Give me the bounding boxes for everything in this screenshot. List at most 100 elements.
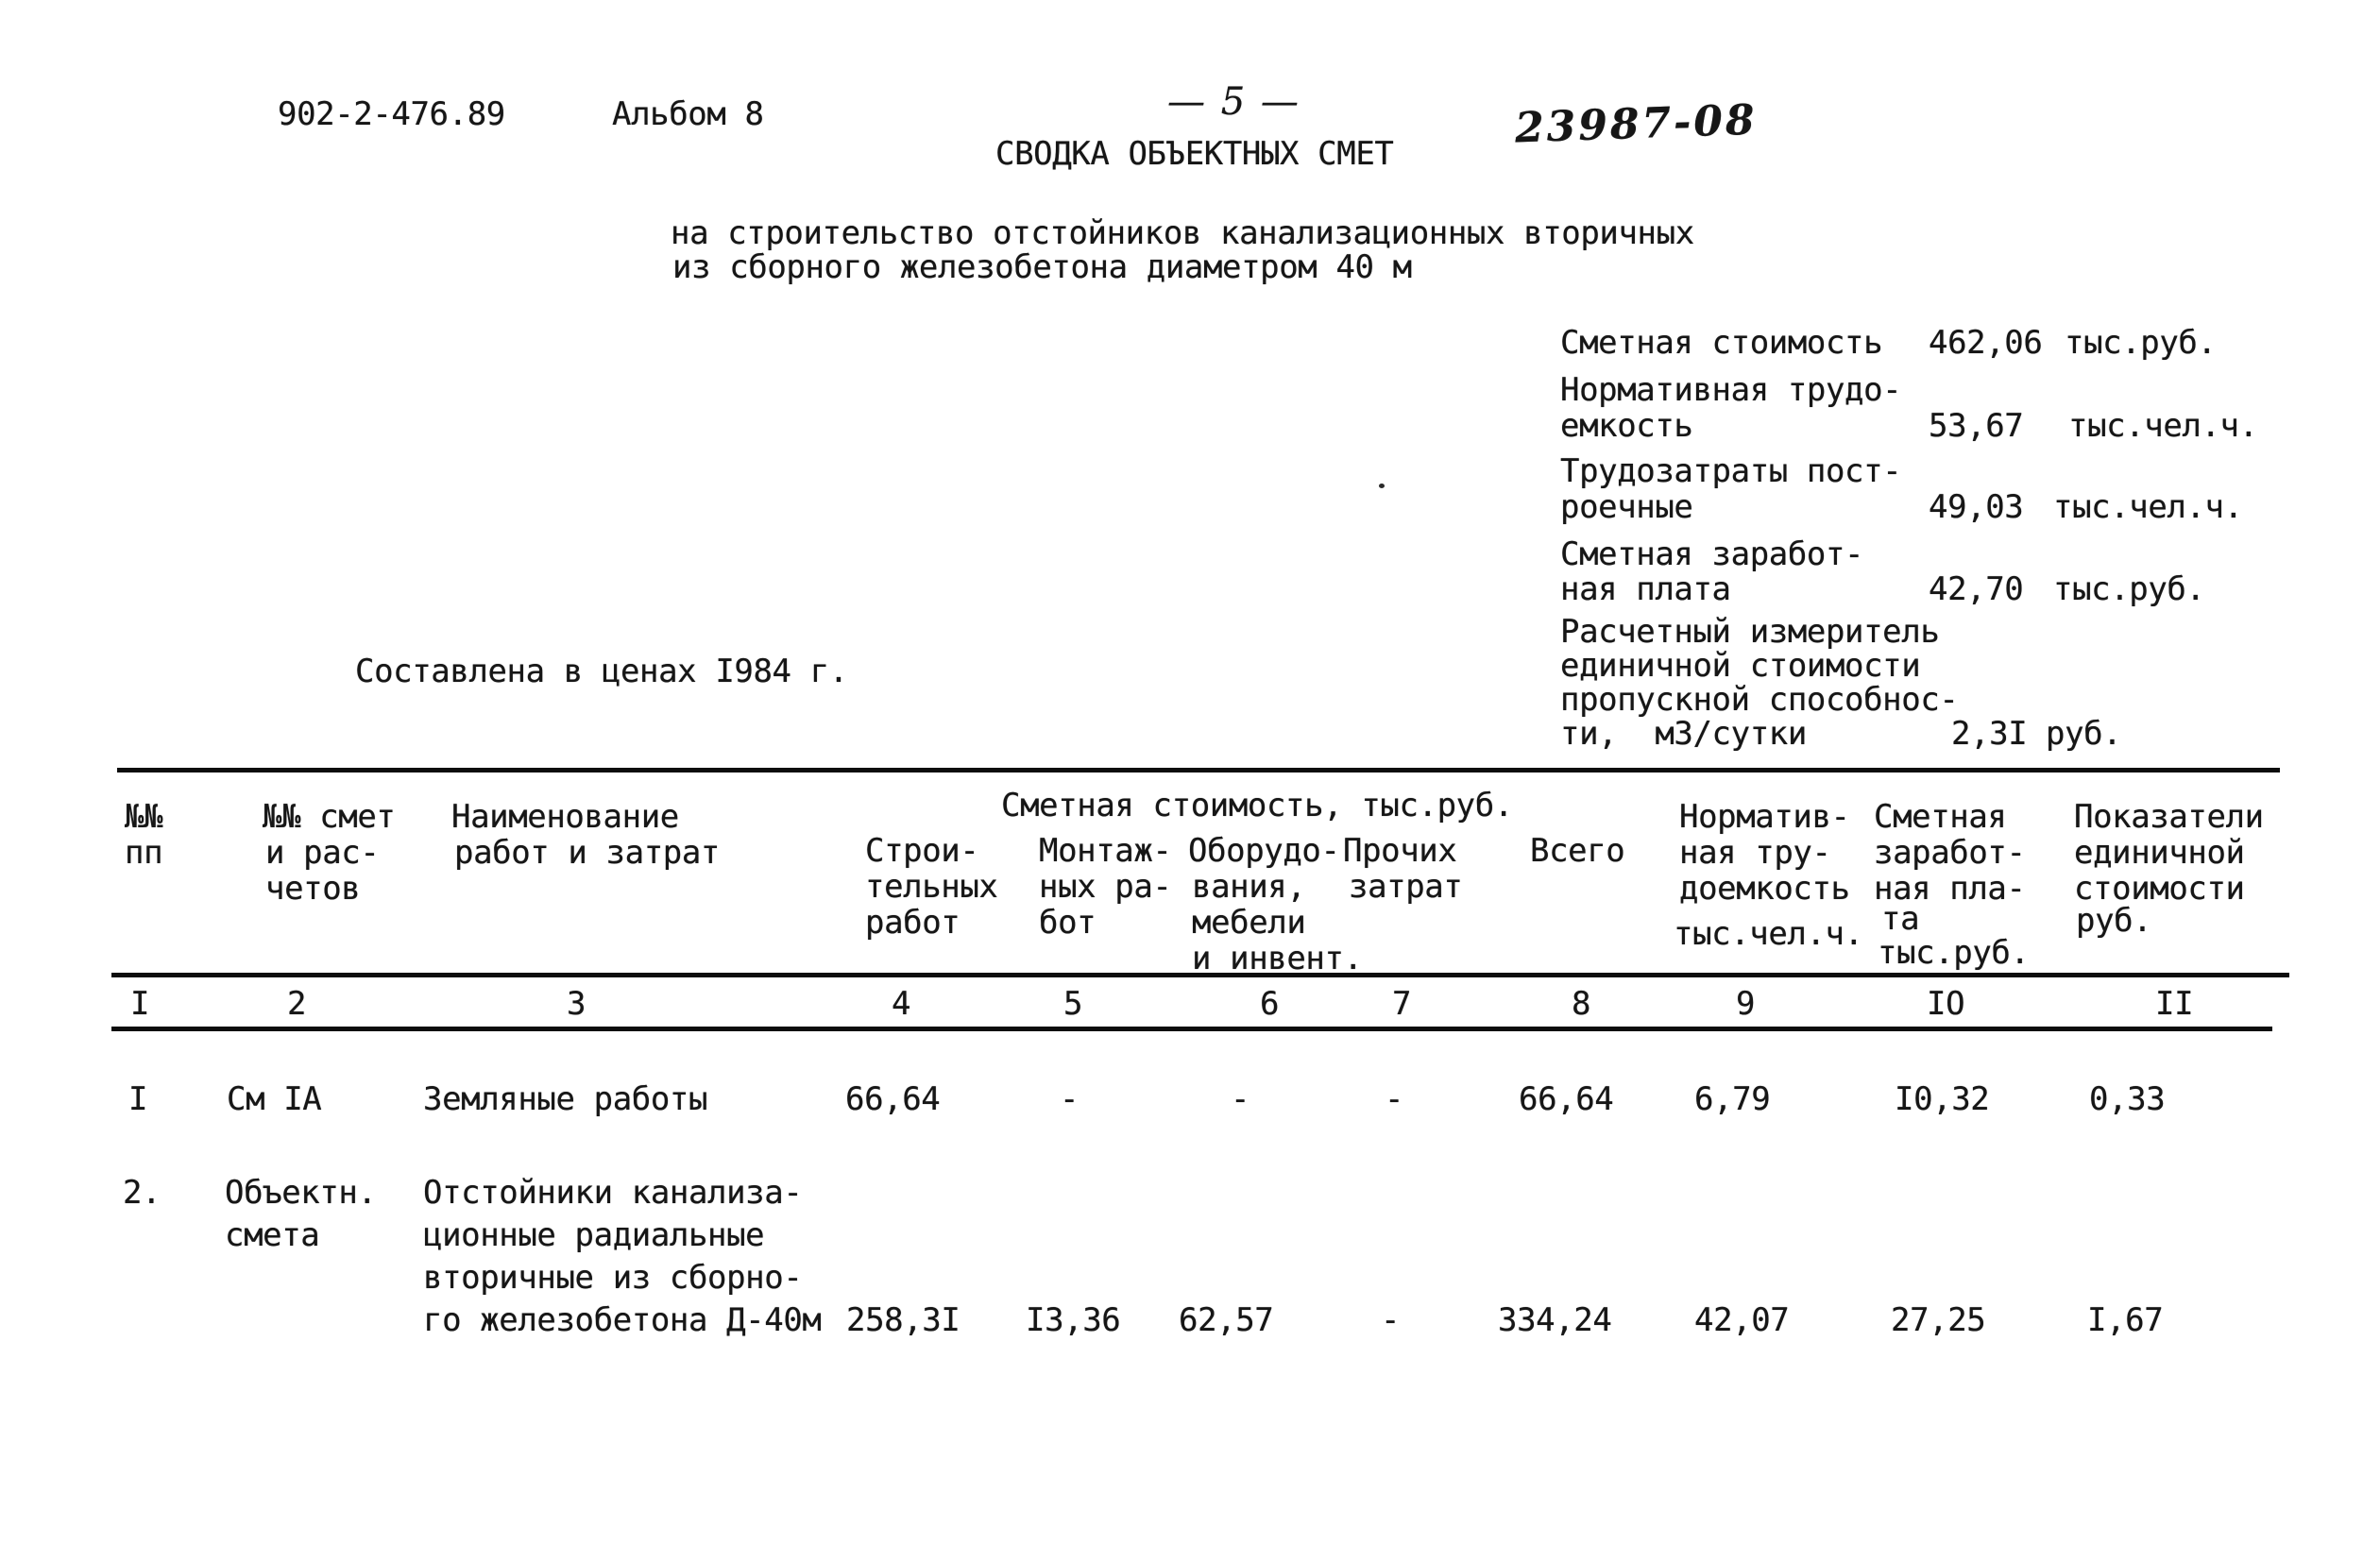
header-col3-line: Наименование (451, 798, 679, 836)
summary-label-line: Сметная стоимость (1560, 324, 1883, 362)
table-cell: Земляные работы (423, 1080, 708, 1118)
summary-label-line: ная плата (1560, 570, 1731, 608)
column-number: IO (1927, 985, 1965, 1023)
header-col2-line: четов (265, 870, 361, 908)
header-col5-line: бот (1039, 904, 1096, 942)
table-cell: 66,64 (1519, 1080, 1614, 1118)
table-cell: I (128, 1080, 148, 1118)
header-col10-line: ная пла- (1874, 870, 2026, 908)
table-cell: I0,32 (1895, 1080, 1990, 1118)
header-col9-line: тыс.чел.ч. (1674, 915, 1863, 953)
table-cell: См IА (227, 1080, 322, 1118)
table-cell: 334,24 (1498, 1301, 1612, 1339)
header-col3-line: работ и затрат (454, 834, 720, 872)
summary-value: 53,67 (1929, 407, 2024, 445)
header-col9-line: Норматив- (1679, 798, 1850, 836)
summary-unit: руб. (2046, 715, 2122, 753)
subtitle-line-2: из сборного железобетона диаметром 40 м (672, 248, 1412, 286)
table-cell: I3,36 (1026, 1301, 1121, 1339)
column-number: 9 (1736, 985, 1756, 1023)
header-col7-line: Прочих (1343, 832, 1457, 870)
table-cell: 2. (123, 1174, 162, 1212)
summary-value: 2,3I (1951, 715, 2028, 753)
header-col4-line: тельных (865, 868, 998, 906)
album-number: Альбом 8 (612, 95, 764, 133)
page-number: — 5 — (1167, 80, 1300, 124)
header-col5-line: Монтаж- (1039, 832, 1172, 870)
table-cell: смета (225, 1216, 320, 1254)
header-col5-line: ных ра- (1039, 868, 1172, 906)
table-cell: Объектн. (225, 1174, 377, 1212)
table-cell: 66,64 (845, 1080, 941, 1118)
document-title: СВОДКА ОБЪЕКТНЫХ СМЕТ (995, 135, 1394, 173)
header-col9-line: доемкость (1679, 870, 1850, 908)
table-cell: го железобетона Д-40м (423, 1301, 822, 1339)
table-cell: 62,57 (1179, 1301, 1274, 1339)
table-cell: Отстойники канализа- (423, 1174, 803, 1212)
table-cell: - (1060, 1080, 1080, 1118)
summary-unit: тыс.руб. (2053, 570, 2205, 608)
table-cell: I,67 (2087, 1301, 2164, 1339)
header-col8-line: Всего (1530, 832, 1625, 870)
column-number: 5 (1063, 985, 1083, 1023)
table-cell: - (1381, 1301, 1401, 1339)
header-col11-line: руб. (2076, 902, 2152, 940)
header-col6-line: Оборудо- (1188, 832, 1340, 870)
summary-label-line: Трудозатраты пост- (1560, 452, 1902, 490)
header-col11-line: единичной (2074, 834, 2245, 872)
summary-value: 42,70 (1929, 570, 2024, 608)
column-number: 7 (1392, 985, 1412, 1023)
table-cell: 258,3I (846, 1301, 960, 1339)
header-col4-line: работ (865, 904, 960, 942)
table-cell: - (1231, 1080, 1250, 1118)
header-col11-line: Показатели (2074, 798, 2264, 836)
table-bottom-rule (111, 1027, 2272, 1031)
header-col11-line: стоимости (2074, 870, 2245, 908)
header-col1-line: №№ (125, 798, 163, 836)
table-cell: - (1385, 1080, 1404, 1118)
summary-label-line: Сметная заработ- (1560, 535, 1864, 573)
table-cell: 0,33 (2089, 1080, 2166, 1118)
column-number: 2 (287, 985, 307, 1023)
header-col7-line: затрат (1349, 868, 1463, 906)
header-col10-line: та (1881, 900, 1920, 938)
header-col6-line: вания, (1192, 868, 1306, 906)
doc-number: 902-2-476.89 (278, 95, 505, 133)
ink-speck (1379, 484, 1385, 488)
header-col6-line: и инвент. (1192, 940, 1363, 977)
table-cell: ционные радиальные (423, 1216, 765, 1254)
summary-label-line: единичной стоимости (1560, 647, 1921, 685)
header-col1-line: пп (125, 834, 163, 872)
header-col9-line: ная тру- (1679, 834, 1831, 872)
summary-label-line: Расчетный измеритель (1560, 613, 1940, 651)
summary-label-line: емкость (1560, 407, 1693, 445)
handwritten-code: 23987-08 (1514, 95, 1759, 153)
summary-unit: тыс.чел.ч. (2068, 407, 2258, 445)
header-cost-group: Сметная стоимость, тыс.руб. (1001, 787, 1513, 824)
column-number: I (130, 985, 150, 1023)
header-col10-line: заработ- (1874, 834, 2026, 872)
table-cell: 6,79 (1694, 1080, 1771, 1118)
table-cell: 42,07 (1694, 1301, 1790, 1339)
header-col10-line: тыс.руб. (1878, 934, 2030, 972)
column-number: 6 (1260, 985, 1280, 1023)
summary-value: 49,03 (1929, 488, 2024, 526)
header-col4-line: Строи- (865, 832, 979, 870)
header-col6-line: мебели (1192, 904, 1306, 942)
header-col2-line: №№ смет (263, 798, 396, 836)
column-number: 4 (892, 985, 911, 1023)
table-mid-rule (111, 973, 2289, 977)
column-number: II (2155, 985, 2194, 1023)
header-col2-line: и рас- (265, 834, 380, 872)
summary-label-line: Нормативная трудо- (1560, 371, 1902, 409)
subtitle-line-1: на строительство отстойников канализацио… (671, 214, 1694, 252)
summary-label-line: ти, м3/сутки (1560, 715, 1807, 753)
table-cell: 27,25 (1891, 1301, 1986, 1339)
column-number: 8 (1572, 985, 1591, 1023)
header-col10-line: Сметная (1874, 798, 2007, 836)
summary-unit: тыс.руб. (2065, 324, 2217, 362)
table-top-rule (117, 768, 2280, 773)
summary-unit: тыс.чел.ч. (2053, 488, 2243, 526)
summary-label-line: пропускной способнос- (1560, 681, 1959, 719)
